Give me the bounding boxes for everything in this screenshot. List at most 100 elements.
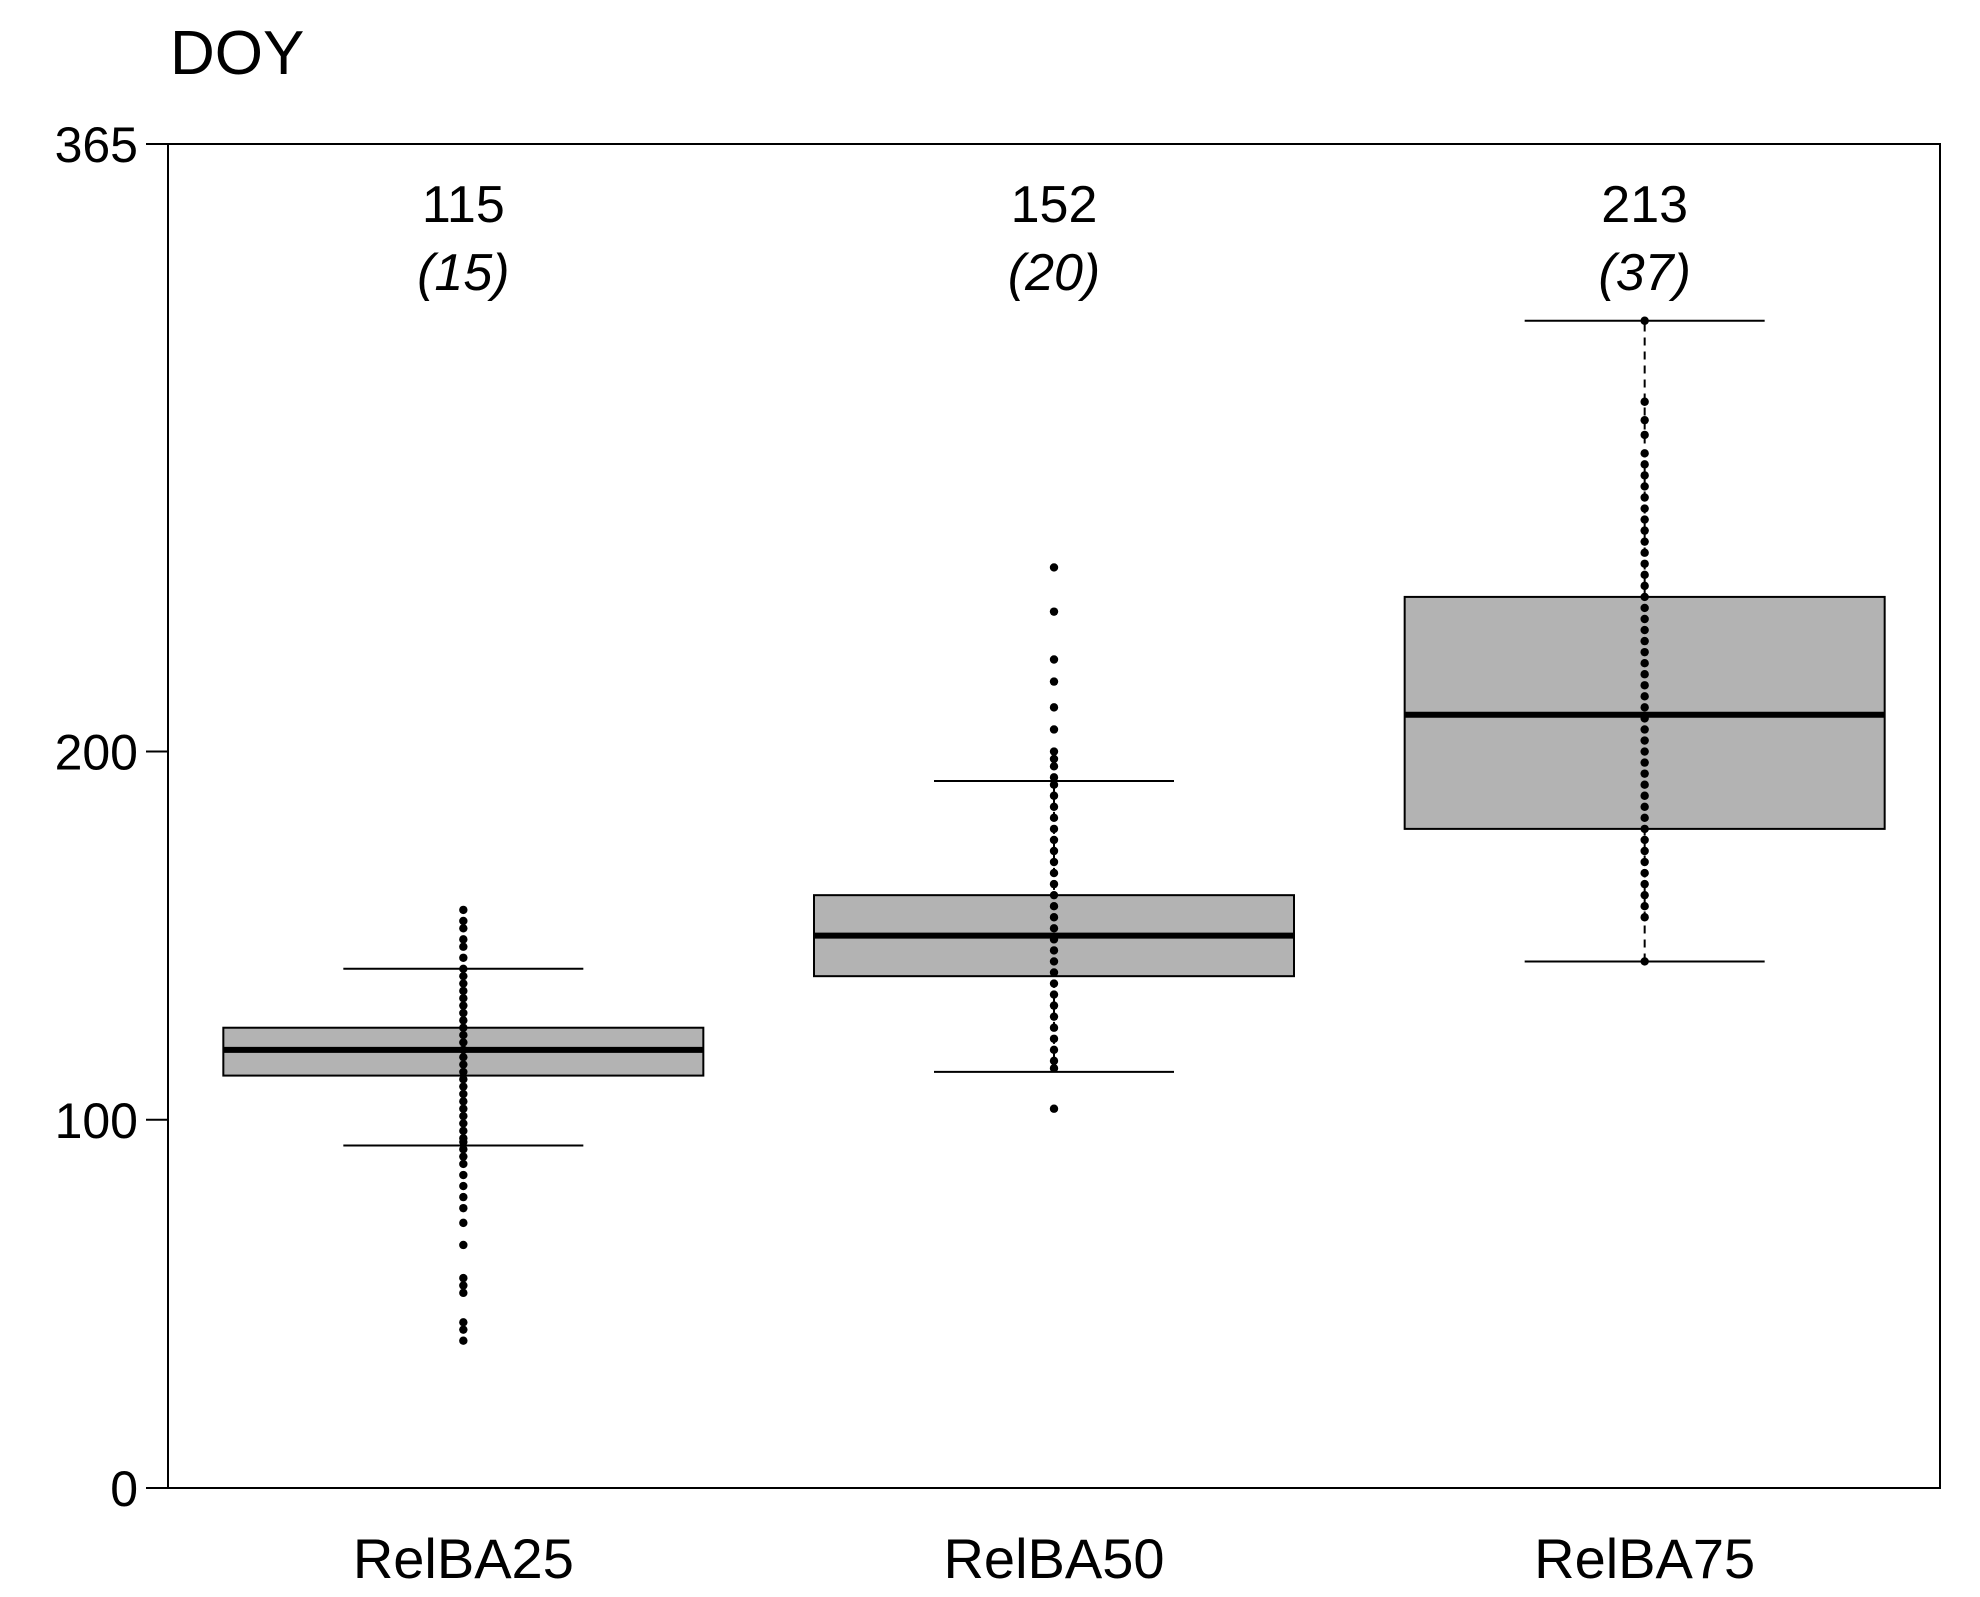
data-point xyxy=(1049,979,1059,988)
data-point xyxy=(1049,946,1059,955)
data-point xyxy=(459,1126,468,1136)
data-point xyxy=(1640,449,1649,458)
data-point xyxy=(1640,482,1649,491)
data-point xyxy=(1640,879,1649,889)
data-point xyxy=(1049,1012,1059,1021)
data-point xyxy=(1640,846,1649,856)
data-point xyxy=(459,1082,468,1091)
data-point xyxy=(1049,1034,1059,1043)
data-point xyxy=(1640,415,1649,425)
data-point xyxy=(1640,493,1649,502)
annotation-paren: (37) xyxy=(1598,244,1690,302)
data-point xyxy=(459,1318,468,1327)
data-point xyxy=(459,916,468,926)
data-point xyxy=(459,942,468,951)
annotation-paren: (15) xyxy=(417,244,509,302)
data-point xyxy=(459,1001,468,1010)
data-point xyxy=(1640,780,1649,789)
data-point xyxy=(1640,802,1649,811)
data-point xyxy=(1049,773,1059,782)
data-point xyxy=(459,979,468,988)
data-point xyxy=(1049,747,1059,756)
data-point xyxy=(1640,957,1649,966)
data-point xyxy=(459,953,468,962)
annotation-value: 115 xyxy=(422,176,505,234)
data-point xyxy=(1640,471,1649,480)
data-point xyxy=(1640,647,1649,657)
data-point xyxy=(459,1119,468,1128)
data-point xyxy=(1640,397,1649,406)
data-point xyxy=(1640,670,1649,679)
data-point xyxy=(459,1192,468,1202)
data-point xyxy=(1640,913,1649,922)
data-point xyxy=(1049,924,1059,933)
data-point xyxy=(1049,754,1059,764)
data-point xyxy=(459,1133,468,1143)
data-point xyxy=(1049,824,1059,834)
data-point xyxy=(1640,681,1649,690)
data-point xyxy=(1049,677,1059,686)
data-point xyxy=(459,1240,468,1250)
data-point xyxy=(1640,791,1649,800)
data-point xyxy=(1049,846,1059,856)
data-point xyxy=(1049,762,1059,771)
data-point xyxy=(459,1145,468,1154)
data-point xyxy=(1049,1104,1059,1113)
data-point xyxy=(459,986,468,996)
plot-area: 0 100 200 365 RelBA25 RelBA50 RelBA75 115 (15) 15… xyxy=(55,117,1941,1590)
data-point xyxy=(459,1273,468,1283)
data-point xyxy=(1640,813,1649,823)
data-point xyxy=(1640,592,1649,602)
data-point xyxy=(459,1159,468,1169)
data-point xyxy=(1640,703,1649,712)
box-group-RelBA50 xyxy=(813,563,1295,1113)
data-point xyxy=(459,1203,468,1213)
plot-frame xyxy=(167,143,1941,1489)
data-point xyxy=(1049,813,1059,823)
data-point xyxy=(1640,430,1649,440)
data-point xyxy=(459,1016,468,1025)
data-point xyxy=(459,1152,468,1161)
data-point xyxy=(459,905,468,915)
data-point xyxy=(459,964,468,974)
data-point xyxy=(459,1038,468,1047)
data-point xyxy=(1049,957,1059,966)
data-point xyxy=(1640,636,1649,646)
data-point xyxy=(459,1060,468,1069)
data-point xyxy=(1640,658,1649,668)
data-point xyxy=(1640,460,1649,469)
box-group-RelBA75 xyxy=(1403,316,1886,966)
data-point xyxy=(1640,614,1649,624)
data-point xyxy=(1640,316,1649,325)
data-point xyxy=(459,924,468,933)
annotation-paren: (20) xyxy=(1008,244,1100,302)
data-point xyxy=(1049,868,1059,878)
data-point xyxy=(459,1067,468,1077)
data-point xyxy=(1049,1045,1059,1055)
data-point xyxy=(1640,692,1649,701)
data-point xyxy=(1049,725,1059,734)
data-point xyxy=(1640,548,1649,557)
data-point xyxy=(1049,1001,1059,1010)
data-point xyxy=(1049,791,1059,800)
data-point xyxy=(1640,581,1649,591)
data-point xyxy=(1640,890,1649,900)
data-point xyxy=(459,1281,468,1290)
data-point xyxy=(1049,890,1059,900)
data-point xyxy=(1640,769,1649,778)
data-point xyxy=(459,1104,468,1113)
data-point xyxy=(1049,857,1059,867)
data-point xyxy=(1049,655,1059,664)
data-point xyxy=(1640,736,1649,745)
box-group-RelBA25 xyxy=(222,905,705,1345)
data-point xyxy=(1640,747,1649,756)
data-point xyxy=(459,1288,468,1298)
data-point xyxy=(459,1030,468,1040)
data-point xyxy=(459,1336,468,1345)
data-point xyxy=(1640,824,1649,834)
data-point xyxy=(1049,607,1059,616)
data-point xyxy=(459,1052,468,1062)
data-point xyxy=(1049,879,1059,889)
data-point xyxy=(1049,835,1059,845)
